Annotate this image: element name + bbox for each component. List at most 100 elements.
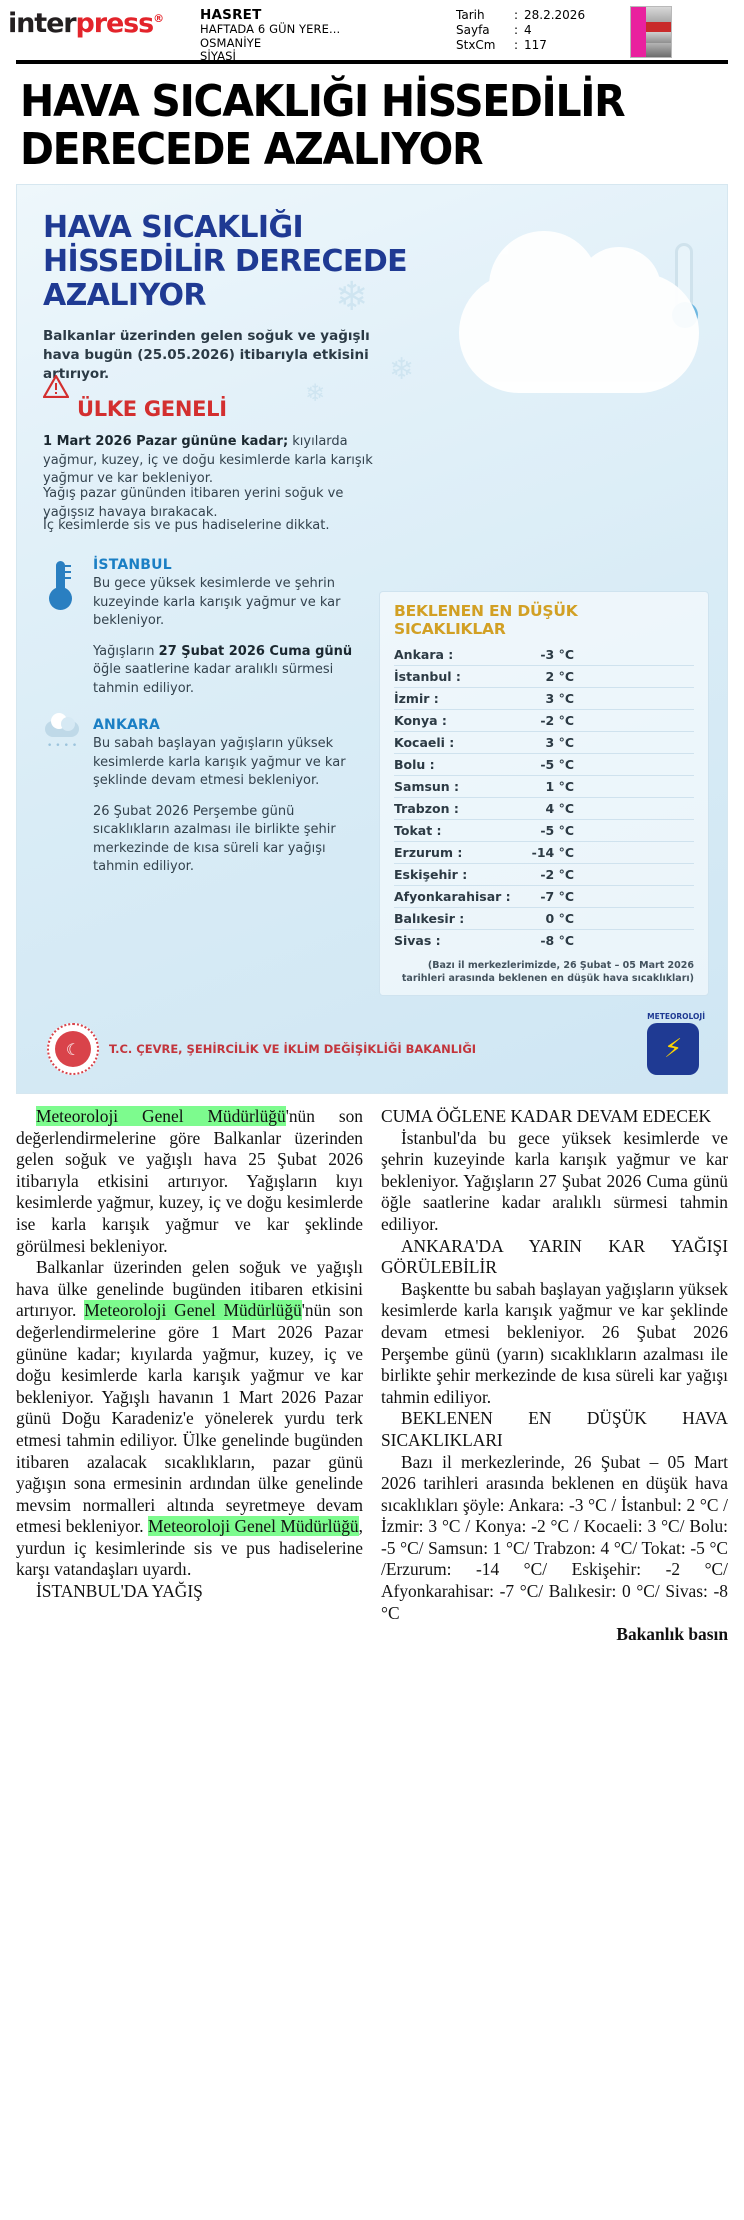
table-cell-value: -8 °C — [540, 933, 574, 948]
subheading-istanbul-yagis: İSTANBUL'DA YAĞIŞ — [36, 1581, 203, 1602]
metadata-row-page: Sayfa : 4 — [456, 23, 630, 38]
table-cell-value: -2 °C — [540, 713, 574, 728]
metadata-label-page: Sayfa — [456, 23, 490, 37]
infographic-note-2: İç kesimlerde sis ve pus hadiselerine di… — [43, 518, 330, 533]
table-cell-value: -7 °C — [540, 889, 574, 904]
paragraph-left-2-rest: 'nün son değerlendirmelerine göre 1 Mart… — [16, 1300, 363, 1537]
table-cell-city: Trabzon : — [394, 801, 459, 816]
metadata-value-page: 4 — [524, 23, 532, 37]
page-thumbnail[interactable] — [630, 6, 672, 58]
table-row: Samsun : 1 °C — [394, 776, 694, 798]
thumbnail-block — [646, 43, 671, 57]
table-cell-city: Balıkesir : — [394, 911, 465, 926]
metadata-label-stxcm: StxCm — [456, 38, 496, 52]
clipping-metadata: Tarih : 28.2.2026 Sayfa : 4 StxCm : 117 — [450, 4, 630, 53]
thumbnail-left-panel — [631, 7, 647, 57]
city-block-ankara: •••• ANKARA Bu sabah başlayan yağışların… — [43, 713, 363, 877]
city-text-ankara: Bu sabah başlayan yağışların yüksek kesi… — [93, 735, 363, 877]
publication-name: HASRET — [200, 7, 262, 23]
table-row: Erzurum : -14 °C — [394, 842, 694, 864]
paragraph-right-2: Başkentte bu sabah başlayan yağışların y… — [381, 1278, 728, 1407]
crescent-star-icon: ☾ — [55, 1031, 91, 1067]
paragraph-left-2-pre: Balkanlar üzerinden gelen soğuk ve yağış… — [16, 1257, 363, 1321]
table-cell-value: -2 °C — [540, 867, 574, 882]
infographic-lead: Balkanlar üzerinden gelen soğuk ve yağış… — [43, 328, 370, 382]
highlight-meteoroloji-1: Meteoroloji Genel Müdürlüğü — [36, 1106, 286, 1126]
city-text-istanbul: Bu gece yüksek kesimlerde ve şehrin kuze… — [93, 575, 363, 698]
country-alert-rest: kıyılarda yağmur, kuzey, iç ve doğu kesi… — [43, 434, 373, 486]
logo-text-press: press — [75, 8, 155, 39]
publication-city: OSMANİYE — [200, 35, 262, 50]
snowflake-icon: ❄ — [335, 274, 369, 320]
table-cell-city: Tokat : — [394, 823, 442, 838]
turkish-state-seal-icon: ☾ — [47, 1023, 99, 1075]
table-cell-city: Erzurum : — [394, 845, 463, 860]
city-name-ankara: ANKARA — [93, 717, 161, 733]
table-cell-value: 4 °C — [545, 801, 574, 816]
table-row: Eskişehir : -2 °C — [394, 864, 694, 886]
city-text-line-2-pre: 26 Şubat 2026 Perşembe günü sıcaklıkları… — [93, 803, 336, 875]
table-cell-city: Samsun : — [394, 779, 460, 794]
table-cell-city: Konya : — [394, 713, 447, 728]
city-text-line-2-post: öğle saatlerine kadar aralıklı sürmesi t… — [93, 662, 334, 696]
thumbnail-right-panel — [646, 7, 671, 57]
infographic-note-1: Yağış pazar gününden itibaren yerini soğ… — [43, 486, 344, 520]
table-cell-value: -5 °C — [540, 823, 574, 838]
paragraph-left-3-rest: , yurdun iç kesimlerinde sis ve pus hadi… — [16, 1516, 363, 1580]
highlight-meteoroloji-2: Meteoroloji Genel Müdürlüğü — [84, 1300, 302, 1321]
city-block-istanbul: İSTANBUL Bu gece yüksek kesimlerde ve şe… — [43, 557, 363, 698]
article-column-left: Meteoroloji Genel Müdürlüğü'nün son değe… — [16, 1106, 363, 1646]
table-row: Konya : -2 °C — [394, 710, 694, 732]
highlight-meteoroloji-3: Meteoroloji Genel Müdürlüğü — [147, 1516, 359, 1537]
table-row: İstanbul : 2 °C — [394, 666, 694, 688]
city-text-line-2-bold: 27 Şubat 2026 Cuma günü — [158, 643, 353, 659]
publication-category: SİYASİ — [200, 49, 236, 63]
table-row: Bolu : -5 °C — [394, 754, 694, 776]
subheading-ankara-kar: ANKARA'DA YARIN KAR YAĞIŞI GÖRÜLEBİLİR — [381, 1235, 728, 1278]
metadata-separator: : — [514, 8, 519, 22]
article-body: HAVA SICAKLIĞI HİSSEDİLİR DERECEDE AZALI… — [16, 60, 728, 1646]
metadata-value-date: 28.2.2026 — [524, 8, 586, 22]
metadata-row-stxcm: StxCm : 117 — [456, 38, 630, 53]
country-alert-bold: 1 Mart 2026 Pazar gününe kadar; — [43, 434, 289, 449]
paragraph-right-3: Bazı il merkezlerinde, 26 Şubat – 05 Mar… — [381, 1451, 728, 1623]
table-cell-value: -14 °C — [531, 845, 574, 860]
table-cell-value: 1 °C — [545, 779, 574, 794]
table-cell-value: -5 °C — [540, 757, 574, 772]
table-row: Kocaeli : 3 °C — [394, 732, 694, 754]
country-alert-text: 1 Mart 2026 Pazar gününe kadar; kıyılard… — [43, 433, 383, 489]
page-thumbnail-container[interactable] — [630, 4, 700, 58]
warning-triangle-icon — [43, 374, 69, 421]
paragraph-left-2: Balkanlar üzerinden gelen soğuk ve yağış… — [16, 1257, 363, 1581]
table-row: Balıkesir : 0 °C — [394, 908, 694, 930]
press-clipping-header: interpress® HASRET HAFTADA 6 GÜN YERE...… — [0, 0, 744, 63]
infographic-title: HAVA SICAKLIĞI HİSSEDİLİR DERECEDE AZALI… — [43, 210, 408, 313]
table-cell-value: 0 °C — [545, 911, 574, 926]
subheading-cuma-ogle: CUMA ÖĞLENE KADAR DEVAM EDECEK — [381, 1106, 712, 1126]
meteorology-logo: METEOROLOJİ ⚡ — [647, 1012, 705, 1075]
table-cell-city: Eskişehir : — [394, 867, 468, 882]
article-column-right: CUMA ÖĞLENE KADAR DEVAM EDECEK İstanbul'… — [381, 1106, 728, 1646]
country-alert-label: ÜLKE GENELİ — [77, 397, 227, 421]
interpress-logo: interpress® — [0, 4, 200, 37]
table-cell-city: İstanbul : — [394, 669, 461, 684]
thumbnail-block — [646, 7, 671, 22]
metadata-row-date: Tarih : 28.2.2026 — [456, 8, 630, 23]
metadata-label-date: Tarih — [456, 8, 485, 22]
table-row: Ankara : -3 °C — [394, 644, 694, 666]
table-cell-value: 3 °C — [545, 691, 574, 706]
thumbnail-block — [646, 21, 671, 32]
lowest-temperatures-table: BEKLENEN EN DÜŞÜK SICAKLIKLAR Ankara : -… — [379, 591, 709, 996]
meteorology-label: METEOROLOJİ — [647, 1012, 705, 1021]
table-cell-city: Afyonkarahisar : — [394, 889, 511, 904]
subheading-beklenen-sicakliklar: BEKLENEN EN DÜŞÜK HAVA SICAKLIKLARI — [381, 1408, 728, 1450]
lightning-bolt-icon: ⚡ — [647, 1023, 700, 1075]
table-cell-city: Kocaeli : — [394, 735, 455, 750]
metadata-separator: : — [514, 23, 519, 37]
metadata-separator: : — [514, 38, 519, 52]
table-row: Trabzon : 4 °C — [394, 798, 694, 820]
city-name-istanbul: İSTANBUL — [93, 557, 172, 573]
metadata-value-stxcm: 117 — [524, 38, 547, 52]
publication-frequency: HAFTADA 6 GÜN YERE... — [200, 22, 341, 36]
table-cell-value: 2 °C — [545, 669, 574, 684]
